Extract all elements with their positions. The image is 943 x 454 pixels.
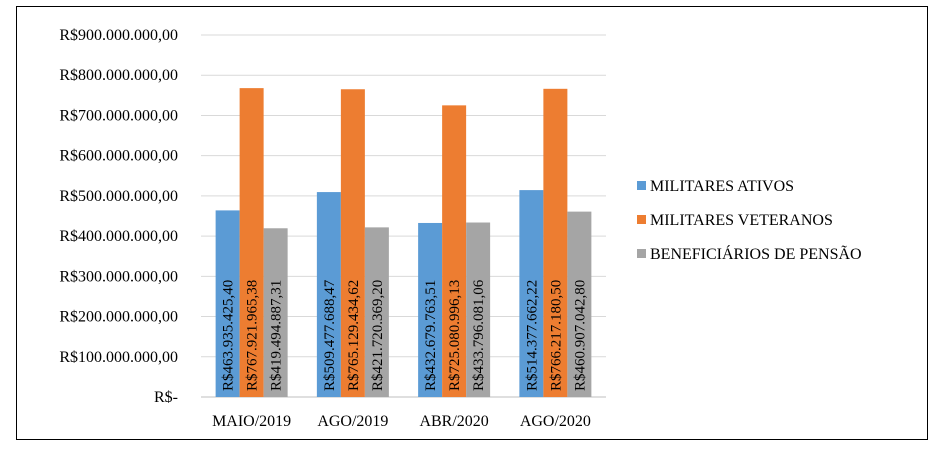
legend-swatch <box>637 181 646 190</box>
bar <box>567 211 592 397</box>
data-label: R$509.477.688,47 <box>322 279 338 391</box>
bar <box>466 222 491 397</box>
data-label: R$421.720.369,20 <box>370 280 386 391</box>
data-label: R$433.796.081,06 <box>471 279 487 391</box>
legend-swatch <box>637 249 646 258</box>
bar <box>418 222 443 397</box>
data-label: R$432.679.763,51 <box>423 280 439 391</box>
y-tick-label: R$700.000.000,00 <box>59 107 178 124</box>
bar <box>340 89 365 398</box>
data-label: R$463.935.425,40 <box>221 280 237 391</box>
data-label: R$460.907.042,80 <box>572 280 588 391</box>
bar <box>239 88 264 397</box>
bar <box>543 88 568 397</box>
data-label: R$767.921.965,38 <box>245 280 261 391</box>
data-label: R$765.129.434,62 <box>346 280 362 391</box>
bar <box>215 210 240 397</box>
data-label: R$419.494.887,31 <box>269 280 285 391</box>
x-tick-label: MAIO/2019 <box>212 413 291 430</box>
data-label: R$725.080.996,13 <box>447 280 463 391</box>
bar <box>364 227 389 397</box>
bar <box>316 192 341 397</box>
legend-entry: MILITARES ATIVOS <box>650 178 794 195</box>
legend-entry: MILITARES VETERANOS <box>650 212 833 229</box>
bar <box>263 228 288 397</box>
y-tick-label: R$200.000.000,00 <box>59 309 178 326</box>
data-label: R$766.217.180,50 <box>548 280 564 391</box>
bar <box>519 190 544 397</box>
y-tick-label: R$100.000.000,00 <box>59 349 178 366</box>
bar <box>442 105 467 397</box>
y-tick-label: R$900.000.000,00 <box>59 27 178 44</box>
y-tick-label: R$600.000.000,00 <box>59 148 178 165</box>
y-tick-label: R$300.000.000,00 <box>59 268 178 285</box>
x-tick-label: AGO/2020 <box>520 413 591 430</box>
legend-swatch <box>637 215 646 224</box>
y-tick-label: R$400.000.000,00 <box>59 228 178 245</box>
data-label: R$514.377.662,22 <box>524 280 540 391</box>
x-tick-label: ABR/2020 <box>419 413 488 430</box>
y-tick-label: R$800.000.000,00 <box>59 67 178 84</box>
legend-entry: BENEFICIÁRIOS DE PENSÃO <box>650 244 862 263</box>
y-tick-label: R$- <box>154 389 178 406</box>
x-tick-label: AGO/2019 <box>317 413 388 430</box>
y-tick-label: R$500.000.000,00 <box>59 188 178 205</box>
